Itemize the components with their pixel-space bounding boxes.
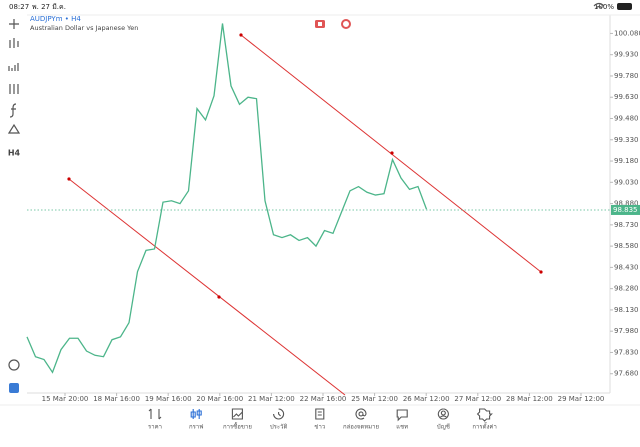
y-tick-label: 100.080 (614, 29, 640, 37)
function-tool[interactable] (9, 103, 17, 118)
x-tick-label: 18 Mar 16:00 (93, 395, 140, 403)
tab-label: การตั้งค่า (472, 421, 496, 431)
trend-lines (67, 33, 543, 396)
x-tick-label: 26 Mar 12:00 (403, 395, 450, 403)
y-tick-label: 97.980 (614, 327, 639, 335)
flag-icon-inner (318, 22, 322, 26)
tab[interactable]: กล่องจดหมาย (343, 408, 379, 431)
x-tick-label: 28 Mar 12:00 (506, 395, 553, 403)
status-battery: 100% (594, 3, 614, 11)
x-tick-label: 22 Mar 16:00 (300, 395, 347, 403)
y-tick-label: 98.130 (614, 306, 639, 314)
indicator-tool[interactable] (8, 63, 19, 71)
tab[interactable]: บัญชี (437, 408, 450, 431)
y-tick-label: 98.880 (614, 200, 639, 208)
x-tick-label: 29 Mar 12:00 (558, 395, 605, 403)
tab-icon (396, 409, 408, 422)
tab-icon (437, 408, 449, 420)
tab[interactable]: ประวัติ (270, 408, 288, 431)
flag-icon-2 (341, 19, 351, 29)
tab[interactable]: การตั้งค่า (472, 408, 497, 431)
y-tick-label: 99.780 (614, 72, 639, 80)
y-tick-label: 99.930 (614, 51, 639, 59)
chart-info-tool[interactable] (8, 359, 20, 371)
y-tick-label: 99.480 (614, 115, 639, 123)
tab-icon (148, 408, 162, 420)
status-date: พ. 27 มี.ค. (32, 3, 66, 11)
tab[interactable]: ราคา (148, 408, 162, 431)
left-toolbar (7, 19, 21, 371)
indicators-tool[interactable] (9, 84, 19, 94)
x-tick-label: 27 Mar 12:00 (454, 395, 501, 403)
y-tick-label: 99.630 (614, 93, 639, 101)
y-tick-label: 97.680 (614, 370, 639, 378)
tab-label: ประวัติ (270, 424, 288, 431)
wifi-icon (593, 2, 605, 9)
trend-point (239, 33, 243, 37)
crosshair-tool[interactable] (9, 19, 19, 29)
tab[interactable]: ข่าว (314, 408, 325, 431)
y-tick-label: 97.830 (614, 348, 639, 356)
chart-type-tool[interactable] (9, 38, 19, 48)
tab-icon (231, 408, 243, 420)
x-tick-label: 21 Mar 12:00 (248, 395, 295, 403)
trend-point (539, 270, 543, 274)
tab[interactable]: แชท (396, 409, 408, 431)
trend-point (217, 295, 221, 299)
symbol-description: Australian Dollar vs Japanese Yen (30, 24, 138, 32)
tab-label: บัญชี (437, 423, 450, 431)
y-tick-label: 98.430 (614, 263, 639, 271)
timeframe[interactable]: H4 (8, 149, 21, 158)
trend-point (390, 151, 394, 155)
x-tick-label: 20 Mar 16:00 (196, 395, 243, 403)
trend-line[interactable] (68, 178, 346, 396)
x-tick-label: 15 Mar 20:00 (42, 395, 89, 403)
current-price-tag (611, 204, 640, 215)
tab-icon (476, 408, 493, 422)
tab-icon (273, 408, 285, 420)
x-tick-label: 25 Mar 12:00 (351, 395, 398, 403)
current-price-label: 98.835 (613, 206, 638, 214)
x-tick-label: 19 Mar 16:00 (145, 395, 192, 403)
tab-label: แชท (396, 424, 408, 431)
tab-label: ข่าว (314, 424, 325, 431)
shape-tool[interactable] (7, 123, 21, 134)
tab-icon (315, 408, 325, 420)
y-tick-label: 98.280 (614, 285, 639, 293)
tab-label: กราฟ (189, 424, 203, 431)
y-tick-label: 99.030 (614, 178, 639, 186)
trend-point (67, 177, 71, 181)
app-icon[interactable] (9, 383, 19, 393)
tab[interactable]: การซื้อขาย (223, 408, 252, 431)
y-tick-label: 99.180 (614, 157, 639, 165)
y-tick-label: 98.730 (614, 221, 639, 229)
status-time: 08:27 (9, 3, 29, 11)
tab-icon (190, 409, 202, 419)
tab-label: ราคา (148, 424, 162, 431)
tab-icon (355, 408, 367, 420)
tab-label: การซื้อขาย (223, 421, 252, 431)
symbol[interactable]: AUDJPYm • H4 (30, 15, 81, 23)
y-tick-label: 98.580 (614, 242, 639, 250)
battery-icon (617, 3, 632, 10)
tab-label: กล่องจดหมาย (343, 424, 379, 431)
y-tick-label: 99.330 (614, 136, 639, 144)
tab[interactable]: กราฟ (189, 409, 203, 431)
price-line (26, 23, 428, 374)
